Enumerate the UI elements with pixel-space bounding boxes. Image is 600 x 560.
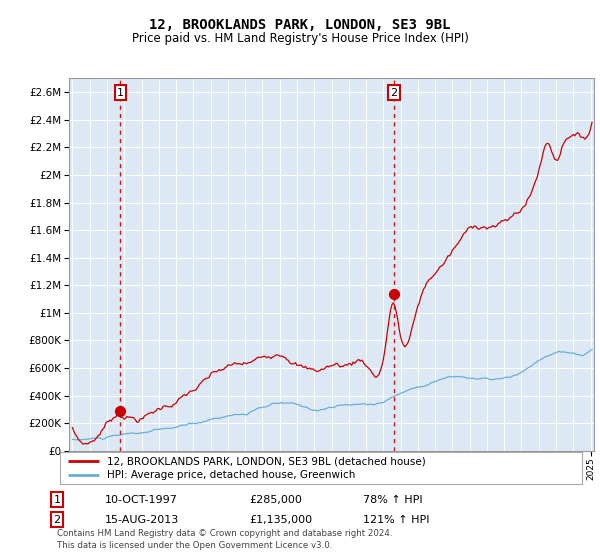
Text: £285,000: £285,000 — [249, 494, 302, 505]
Text: 1: 1 — [117, 88, 124, 97]
Text: 2: 2 — [53, 515, 61, 525]
Text: 2: 2 — [391, 88, 398, 97]
Text: 78% ↑ HPI: 78% ↑ HPI — [363, 494, 422, 505]
Text: 1: 1 — [53, 494, 61, 505]
Text: 10-OCT-1997: 10-OCT-1997 — [105, 494, 178, 505]
Text: 121% ↑ HPI: 121% ↑ HPI — [363, 515, 430, 525]
Text: 15-AUG-2013: 15-AUG-2013 — [105, 515, 179, 525]
Point — [116, 407, 125, 416]
Text: HPI: Average price, detached house, Greenwich: HPI: Average price, detached house, Gree… — [107, 470, 355, 480]
Text: Contains HM Land Registry data © Crown copyright and database right 2024.
This d: Contains HM Land Registry data © Crown c… — [57, 529, 392, 550]
Text: 12, BROOKLANDS PARK, LONDON, SE3 9BL: 12, BROOKLANDS PARK, LONDON, SE3 9BL — [149, 18, 451, 32]
Text: £1,135,000: £1,135,000 — [249, 515, 312, 525]
Text: Price paid vs. HM Land Registry's House Price Index (HPI): Price paid vs. HM Land Registry's House … — [131, 32, 469, 45]
Point — [389, 290, 399, 298]
Text: 12, BROOKLANDS PARK, LONDON, SE3 9BL (detached house): 12, BROOKLANDS PARK, LONDON, SE3 9BL (de… — [107, 456, 426, 466]
